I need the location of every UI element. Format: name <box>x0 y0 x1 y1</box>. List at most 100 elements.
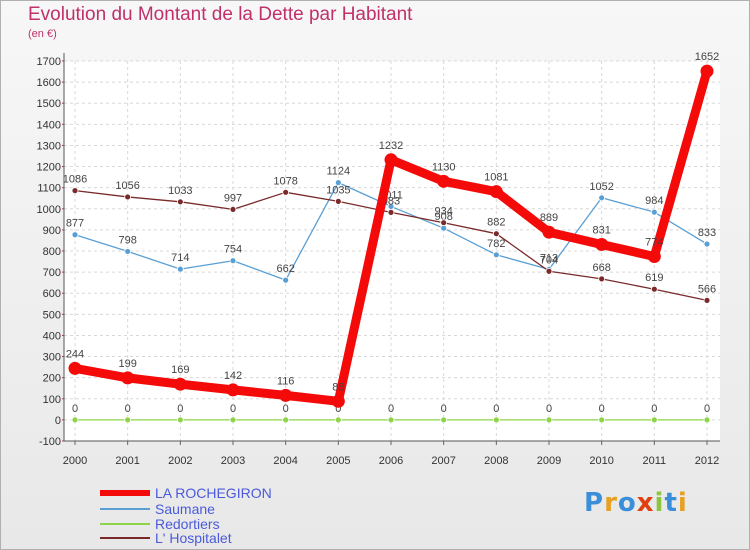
data-label: 116 <box>277 375 295 387</box>
y-tick-label: 1100 <box>37 183 61 195</box>
x-tick-label: 2006 <box>379 455 403 467</box>
y-tick-label: 1700 <box>37 56 61 68</box>
chart-subtitle: (en €) <box>28 28 57 40</box>
data-label: 997 <box>224 192 242 204</box>
data-label: 0 <box>177 403 183 415</box>
data-point <box>176 265 184 273</box>
legend-item-redortiers: Redortiers <box>100 517 320 531</box>
data-point <box>703 296 711 304</box>
data-label: 0 <box>283 403 289 415</box>
data-label: 0 <box>546 403 552 415</box>
data-point <box>226 383 240 397</box>
data-label: 1056 <box>115 180 139 192</box>
data-point <box>437 174 451 188</box>
data-label: 984 <box>645 195 663 207</box>
y-tick-label: 1400 <box>37 119 61 131</box>
x-tick-label: 2009 <box>537 455 561 467</box>
data-point <box>647 249 661 263</box>
data-label: 934 <box>434 206 452 218</box>
legend-swatch <box>100 490 150 496</box>
data-label: 1086 <box>63 174 87 186</box>
data-point <box>124 416 132 424</box>
y-tick-label: 1000 <box>37 204 61 216</box>
data-label: 889 <box>540 212 558 224</box>
x-tick-label: 2004 <box>273 455 297 467</box>
data-point <box>229 416 237 424</box>
x-tick-label: 2002 <box>168 455 192 467</box>
legend-swatch <box>100 537 150 539</box>
data-point <box>700 64 714 78</box>
data-label: 1052 <box>589 181 613 193</box>
data-point <box>384 153 398 167</box>
data-label: 1130 <box>432 161 456 173</box>
data-label: 619 <box>645 272 663 284</box>
data-label: 877 <box>66 218 84 230</box>
data-point <box>71 187 79 195</box>
data-point <box>124 193 132 201</box>
data-label: 1124 <box>327 166 351 178</box>
data-point <box>650 416 658 424</box>
y-tick-label: 200 <box>43 373 61 385</box>
legend-item-la-rochegiron: LA ROCHEGIRON <box>100 486 320 500</box>
data-point <box>68 361 82 375</box>
data-point <box>595 237 609 251</box>
y-tick-label: -100 <box>39 436 61 448</box>
data-point <box>334 197 342 205</box>
legend-item-saumane: Saumane <box>100 502 320 516</box>
data-label: 1078 <box>273 175 297 187</box>
y-tick-label: 600 <box>43 288 61 300</box>
data-point <box>176 198 184 206</box>
legend-label: Redortiers <box>155 516 220 532</box>
data-point <box>229 257 237 265</box>
data-point <box>492 230 500 238</box>
data-label: 831 <box>592 224 610 236</box>
data-point <box>492 416 500 424</box>
data-label: 662 <box>276 263 294 275</box>
y-tick-label: 100 <box>43 394 61 406</box>
data-label: 0 <box>599 403 605 415</box>
data-point <box>650 285 658 293</box>
y-tick-label: 1200 <box>37 162 61 174</box>
data-label: 713 <box>540 252 558 264</box>
data-label: 88 <box>332 381 344 393</box>
data-point <box>598 275 606 283</box>
x-tick-label: 2008 <box>484 455 508 467</box>
data-point <box>282 416 290 424</box>
y-tick-label: 800 <box>43 246 61 258</box>
data-point <box>598 194 606 202</box>
data-label: 0 <box>704 403 710 415</box>
y-tick-label: 300 <box>43 352 61 364</box>
data-label: 244 <box>66 348 84 360</box>
x-tick-label: 2007 <box>431 455 455 467</box>
y-tick-label: 700 <box>43 267 61 279</box>
data-label: 0 <box>651 403 657 415</box>
x-tick-label: 2012 <box>695 455 719 467</box>
data-point <box>703 240 711 248</box>
data-label: 0 <box>388 403 394 415</box>
data-point <box>598 416 606 424</box>
x-tick-label: 2005 <box>326 455 350 467</box>
data-label: 1232 <box>379 140 403 152</box>
data-point <box>492 251 500 259</box>
data-label: 774 <box>645 236 663 248</box>
data-label: 0 <box>125 403 131 415</box>
data-label: 0 <box>493 403 499 415</box>
data-label: 566 <box>698 283 716 295</box>
data-point <box>279 388 293 402</box>
data-label: 0 <box>72 403 78 415</box>
x-tick-label: 2001 <box>115 455 139 467</box>
y-tick-label: 400 <box>43 330 61 342</box>
data-point <box>334 179 342 187</box>
data-point <box>124 248 132 255</box>
y-tick-label: 0 <box>55 415 61 427</box>
data-label: 0 <box>441 403 447 415</box>
data-label: 704 <box>540 254 558 266</box>
legend-label: Saumane <box>155 501 215 517</box>
data-point <box>489 185 503 199</box>
data-point <box>387 416 395 424</box>
data-label: 169 <box>171 364 189 376</box>
data-label: 714 <box>171 252 189 264</box>
data-label: 754 <box>224 244 242 256</box>
data-point <box>545 267 553 275</box>
